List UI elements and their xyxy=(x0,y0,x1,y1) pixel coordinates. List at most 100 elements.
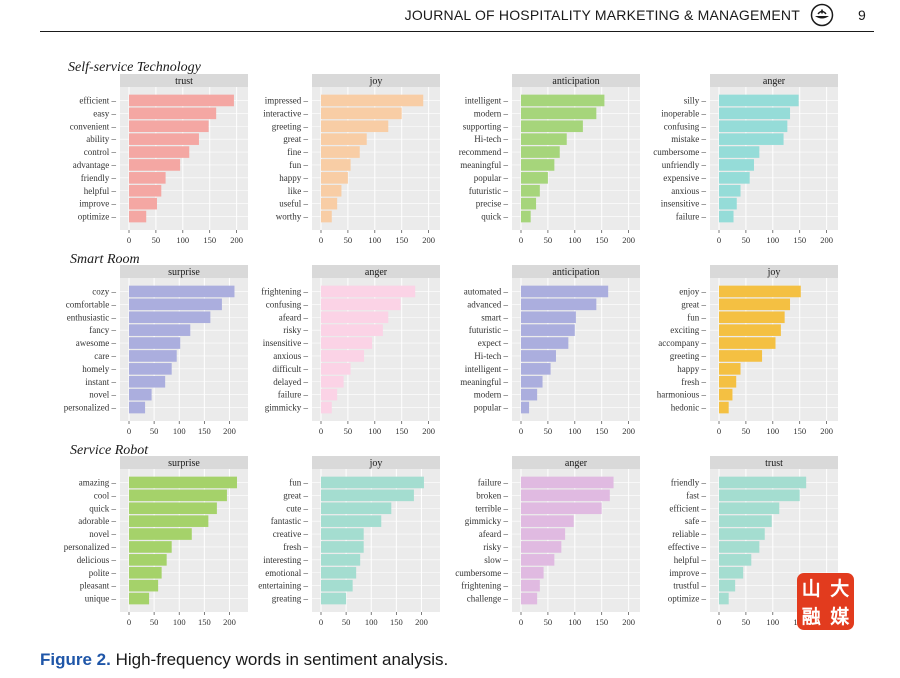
category-label: unfriendly – xyxy=(662,160,707,170)
bar-difficult xyxy=(321,363,351,375)
watermark-char: 融 xyxy=(801,606,821,629)
category-label: frightening – xyxy=(261,286,308,296)
tick-label: 50 xyxy=(742,235,751,245)
category-label: expect – xyxy=(478,338,509,348)
bar-personalized xyxy=(129,401,146,414)
category-label: intelligent – xyxy=(465,95,509,105)
bar-confusing xyxy=(321,298,401,311)
chart-panel-smart-room-joy: joy enjoy – great – fun – exciting – accompan… xyxy=(657,265,838,436)
bar-trustful xyxy=(719,579,736,592)
bar-enjoy xyxy=(719,285,801,298)
bar-frightening xyxy=(521,579,540,592)
category-label: control – xyxy=(84,147,117,157)
bar-gimmicky xyxy=(321,401,332,414)
bar-inoperable xyxy=(719,107,791,120)
bar-meaningful xyxy=(521,375,543,388)
category-label: failure – xyxy=(278,390,309,400)
bar-happy xyxy=(321,172,348,184)
category-label: interactive – xyxy=(263,108,308,118)
category-label: failure – xyxy=(676,212,707,222)
watermark-char: 媒 xyxy=(830,606,850,629)
chart-panel-self-service-technology-trust: trust efficient – easy – convenient – abilit… xyxy=(70,74,248,245)
bar-adorable xyxy=(129,515,209,527)
facet-title: trust xyxy=(175,76,193,87)
bar-precise xyxy=(521,197,537,210)
bar-fast xyxy=(719,489,800,502)
category-label: impressed – xyxy=(265,95,309,105)
category-label: reliable – xyxy=(672,529,706,539)
bar-easy xyxy=(129,107,217,120)
category-label: greeting – xyxy=(272,121,309,131)
category-label: precise – xyxy=(476,199,509,209)
bar-quick xyxy=(129,502,217,515)
bar-safe xyxy=(719,515,772,527)
bar-accompany xyxy=(719,337,776,349)
category-label: cozy – xyxy=(92,286,116,296)
facet-strip xyxy=(710,265,838,278)
bar-slow xyxy=(521,554,555,566)
category-label: afeard – xyxy=(479,529,509,539)
bar-hedonic xyxy=(719,401,729,414)
tick-label: 0 xyxy=(717,235,721,245)
category-label: automated – xyxy=(464,286,509,296)
category-label: afeard – xyxy=(279,312,309,322)
bar-modern xyxy=(521,388,538,401)
category-label: recommend – xyxy=(459,147,509,157)
tick-label: 100 xyxy=(766,426,779,436)
tick-label: 0 xyxy=(319,426,323,436)
header-rule xyxy=(40,31,874,32)
facet-title: surprise xyxy=(168,458,200,469)
bar-afeard xyxy=(321,311,389,324)
category-label: popular – xyxy=(474,173,509,183)
tick-label: 50 xyxy=(544,426,553,436)
facet-title: anticipation xyxy=(552,267,599,278)
category-label: modern – xyxy=(474,390,509,400)
category-label: optimize – xyxy=(78,212,117,222)
category-label: silly – xyxy=(684,95,707,105)
facet-strip xyxy=(512,456,640,469)
chart-panel-smart-room-anticipation: anticipation automated – advanced – smart –… xyxy=(460,265,640,436)
bar-great xyxy=(321,133,367,145)
facet-strip xyxy=(710,74,838,87)
category-label: confusing – xyxy=(266,299,309,309)
bar-helpful xyxy=(719,554,752,566)
bar-greeting xyxy=(719,350,763,362)
category-label: supporting – xyxy=(463,121,509,131)
bar-like xyxy=(321,184,342,197)
category-label: entertaining – xyxy=(258,581,308,591)
category-label: personalized – xyxy=(64,542,117,552)
bar-improve xyxy=(719,566,744,579)
bar-risky xyxy=(521,541,562,553)
tick-label: 0 xyxy=(519,235,523,245)
bar-advantage xyxy=(129,159,181,171)
bar-worthy xyxy=(321,210,332,223)
tick-label: 150 xyxy=(198,617,211,627)
category-label: happy – xyxy=(279,173,308,183)
tick-label: 150 xyxy=(395,426,408,436)
bar-fresh xyxy=(719,375,737,388)
category-label: quick – xyxy=(89,503,116,513)
tick-label: 100 xyxy=(766,617,779,627)
category-label: effective – xyxy=(668,542,707,552)
category-label: gimmicky – xyxy=(465,516,509,526)
category-label: greating – xyxy=(272,594,309,604)
bar-entertaining xyxy=(321,579,353,592)
bar-afeard xyxy=(521,528,566,540)
category-label: trustful – xyxy=(673,581,706,591)
bar-pleasant xyxy=(129,579,159,592)
caption-label: Figure 2. xyxy=(40,650,111,669)
category-label: Hi-tech – xyxy=(474,134,508,144)
category-label: accompany – xyxy=(658,338,706,348)
facet-strip xyxy=(512,74,640,87)
bar-enthusiastic xyxy=(129,311,211,324)
bar-friendly xyxy=(129,172,166,184)
bar-intelligent xyxy=(521,94,605,107)
category-label: anxious – xyxy=(671,186,706,196)
category-label: friendly – xyxy=(671,477,707,487)
bar-fancy xyxy=(129,324,191,336)
category-label: enthusiastic – xyxy=(67,312,117,322)
category-label: polite – xyxy=(89,568,117,578)
watermark-char: 山 xyxy=(801,577,821,600)
category-label: confusing – xyxy=(664,121,707,131)
tick-label: 100 xyxy=(766,235,779,245)
